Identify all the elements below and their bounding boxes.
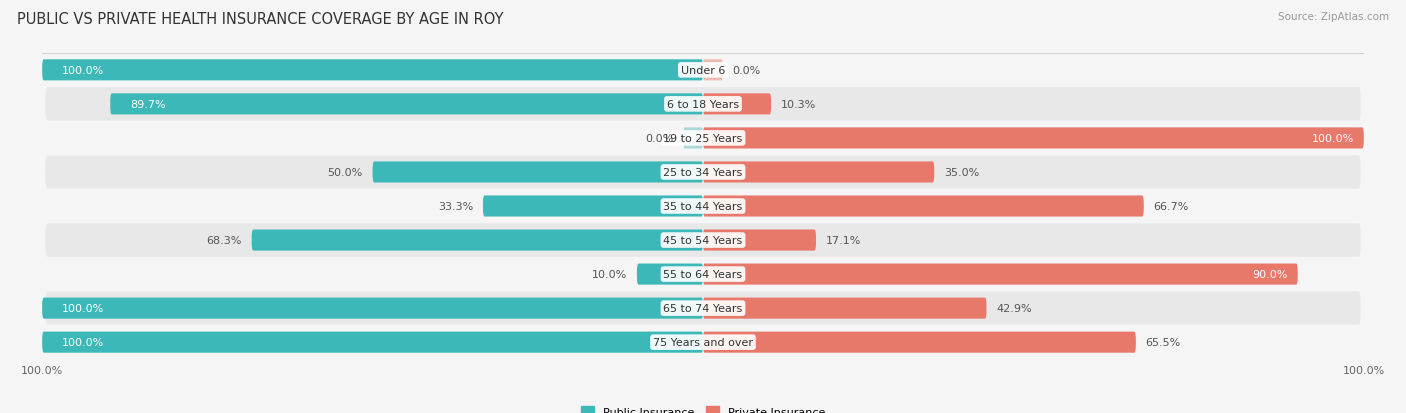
Text: 0.0%: 0.0%: [733, 66, 761, 76]
Text: 100.0%: 100.0%: [62, 66, 104, 76]
FancyBboxPatch shape: [45, 88, 1361, 121]
Text: 65 to 74 Years: 65 to 74 Years: [664, 304, 742, 313]
FancyBboxPatch shape: [45, 326, 1361, 359]
Text: 66.7%: 66.7%: [1154, 202, 1189, 211]
Text: 33.3%: 33.3%: [437, 202, 472, 211]
FancyBboxPatch shape: [45, 224, 1361, 257]
Text: 68.3%: 68.3%: [207, 235, 242, 245]
Text: 17.1%: 17.1%: [825, 235, 862, 245]
Text: 45 to 54 Years: 45 to 54 Years: [664, 235, 742, 245]
Text: 0.0%: 0.0%: [645, 133, 673, 144]
Text: 100.0%: 100.0%: [62, 304, 104, 313]
FancyBboxPatch shape: [637, 264, 703, 285]
FancyBboxPatch shape: [45, 258, 1361, 291]
FancyBboxPatch shape: [482, 196, 703, 217]
FancyBboxPatch shape: [683, 128, 703, 149]
FancyBboxPatch shape: [45, 292, 1361, 325]
Text: Under 6: Under 6: [681, 66, 725, 76]
FancyBboxPatch shape: [252, 230, 703, 251]
Text: 100.0%: 100.0%: [1312, 133, 1354, 144]
FancyBboxPatch shape: [42, 298, 703, 319]
FancyBboxPatch shape: [110, 94, 703, 115]
FancyBboxPatch shape: [373, 162, 703, 183]
Text: 90.0%: 90.0%: [1253, 269, 1288, 280]
FancyBboxPatch shape: [703, 60, 723, 81]
FancyBboxPatch shape: [42, 332, 703, 353]
FancyBboxPatch shape: [703, 332, 1136, 353]
Text: 100.0%: 100.0%: [62, 337, 104, 347]
Text: 10.0%: 10.0%: [592, 269, 627, 280]
FancyBboxPatch shape: [45, 122, 1361, 155]
Legend: Public Insurance, Private Insurance: Public Insurance, Private Insurance: [576, 402, 830, 413]
FancyBboxPatch shape: [703, 196, 1143, 217]
Text: 75 Years and over: 75 Years and over: [652, 337, 754, 347]
FancyBboxPatch shape: [45, 156, 1361, 189]
Text: 10.3%: 10.3%: [780, 100, 817, 109]
Text: 55 to 64 Years: 55 to 64 Years: [664, 269, 742, 280]
FancyBboxPatch shape: [703, 162, 934, 183]
FancyBboxPatch shape: [703, 298, 987, 319]
FancyBboxPatch shape: [703, 94, 770, 115]
FancyBboxPatch shape: [42, 60, 703, 81]
Text: PUBLIC VS PRIVATE HEALTH INSURANCE COVERAGE BY AGE IN ROY: PUBLIC VS PRIVATE HEALTH INSURANCE COVER…: [17, 12, 503, 27]
Text: 25 to 34 Years: 25 to 34 Years: [664, 168, 742, 178]
Text: 65.5%: 65.5%: [1146, 337, 1181, 347]
FancyBboxPatch shape: [45, 54, 1361, 87]
FancyBboxPatch shape: [703, 128, 1364, 149]
Text: 89.7%: 89.7%: [131, 100, 166, 109]
Text: 6 to 18 Years: 6 to 18 Years: [666, 100, 740, 109]
Text: 19 to 25 Years: 19 to 25 Years: [664, 133, 742, 144]
FancyBboxPatch shape: [703, 264, 1298, 285]
Text: 35.0%: 35.0%: [945, 168, 980, 178]
FancyBboxPatch shape: [703, 230, 815, 251]
Text: 35 to 44 Years: 35 to 44 Years: [664, 202, 742, 211]
Text: 42.9%: 42.9%: [997, 304, 1032, 313]
Text: Source: ZipAtlas.com: Source: ZipAtlas.com: [1278, 12, 1389, 22]
FancyBboxPatch shape: [45, 190, 1361, 223]
Text: 50.0%: 50.0%: [328, 168, 363, 178]
